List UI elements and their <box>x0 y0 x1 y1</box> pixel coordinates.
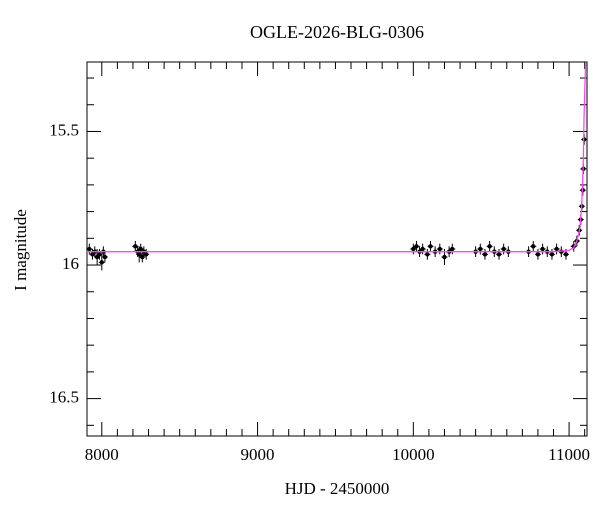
data-point <box>99 260 104 265</box>
data-point <box>97 252 102 257</box>
data-point <box>501 246 506 252</box>
chart-title: OGLE-2026-BLG-0306 <box>250 22 424 42</box>
data-point <box>87 246 92 252</box>
y-axis-label: I magnitude <box>11 209 30 291</box>
data-point <box>102 254 108 260</box>
x-axis-label: HJD - 2450000 <box>285 479 390 498</box>
data-point <box>411 246 416 252</box>
data-point <box>549 252 555 257</box>
data-point <box>563 252 569 257</box>
data-point <box>450 246 455 252</box>
data-point <box>535 252 541 257</box>
data-point <box>143 252 149 257</box>
data-point <box>138 246 143 252</box>
data-point <box>554 246 559 252</box>
data-point <box>487 244 492 249</box>
y-tick-label: 16.5 <box>49 388 79 407</box>
data-point <box>496 252 502 257</box>
data-point <box>482 252 488 257</box>
data-point <box>442 254 447 260</box>
data-point <box>133 244 138 249</box>
data-point <box>420 246 425 252</box>
model-curve <box>87 61 587 253</box>
plot-frame <box>86 61 588 437</box>
x-tick-label: 10000 <box>392 445 435 464</box>
data-point <box>437 246 443 252</box>
data-point <box>531 244 536 249</box>
data-point <box>540 246 545 252</box>
data-point <box>428 244 433 249</box>
x-tick-label: 11000 <box>548 445 590 464</box>
x-tick-label: 9000 <box>241 445 275 464</box>
data-point <box>425 252 430 257</box>
y-tick-label: 16 <box>62 254 79 273</box>
data-point <box>478 246 483 252</box>
x-tick-label: 8000 <box>85 445 119 464</box>
data-point <box>414 244 419 249</box>
y-tick-label: 15.5 <box>49 120 79 139</box>
